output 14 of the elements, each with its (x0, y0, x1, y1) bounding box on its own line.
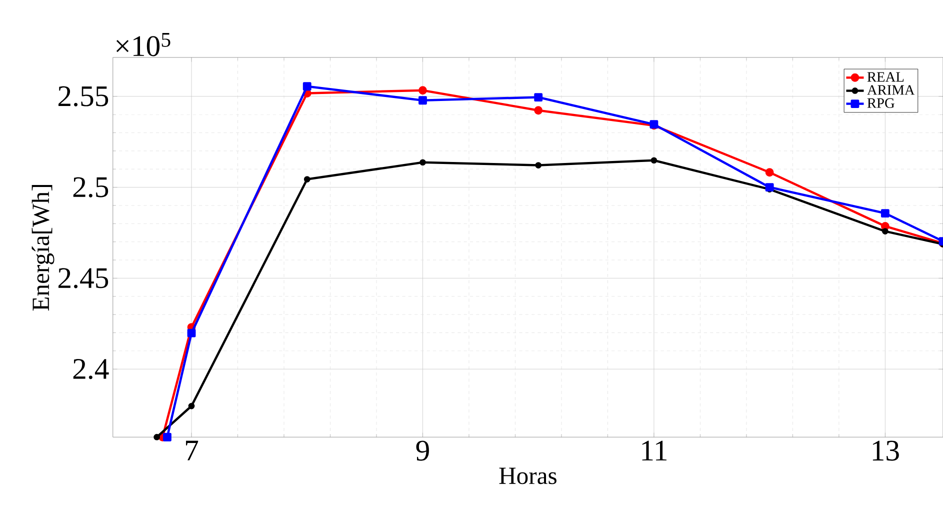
y-tick-label: 2.55 (58, 86, 108, 106)
x-axis-title: Horas (499, 468, 556, 484)
y-axis-title: Energía[Wh] (32, 184, 54, 311)
y-tick-label: 2.4 (73, 358, 109, 380)
legend-label: REAL (867, 72, 904, 82)
x-tick-label: 7 (186, 440, 198, 460)
x-tick-label: 11 (642, 440, 666, 460)
y-tick-label: 2.5 (73, 177, 108, 198)
x-tick-label: 9 (416, 440, 429, 461)
x-tick-label: 13 (872, 440, 899, 461)
legend-label: ARIMA (867, 85, 915, 95)
y-tick-label: 2.45 (58, 268, 108, 288)
legend-label: RPG (867, 98, 894, 108)
text: ×10$^{5}$ (116, 32, 170, 56)
